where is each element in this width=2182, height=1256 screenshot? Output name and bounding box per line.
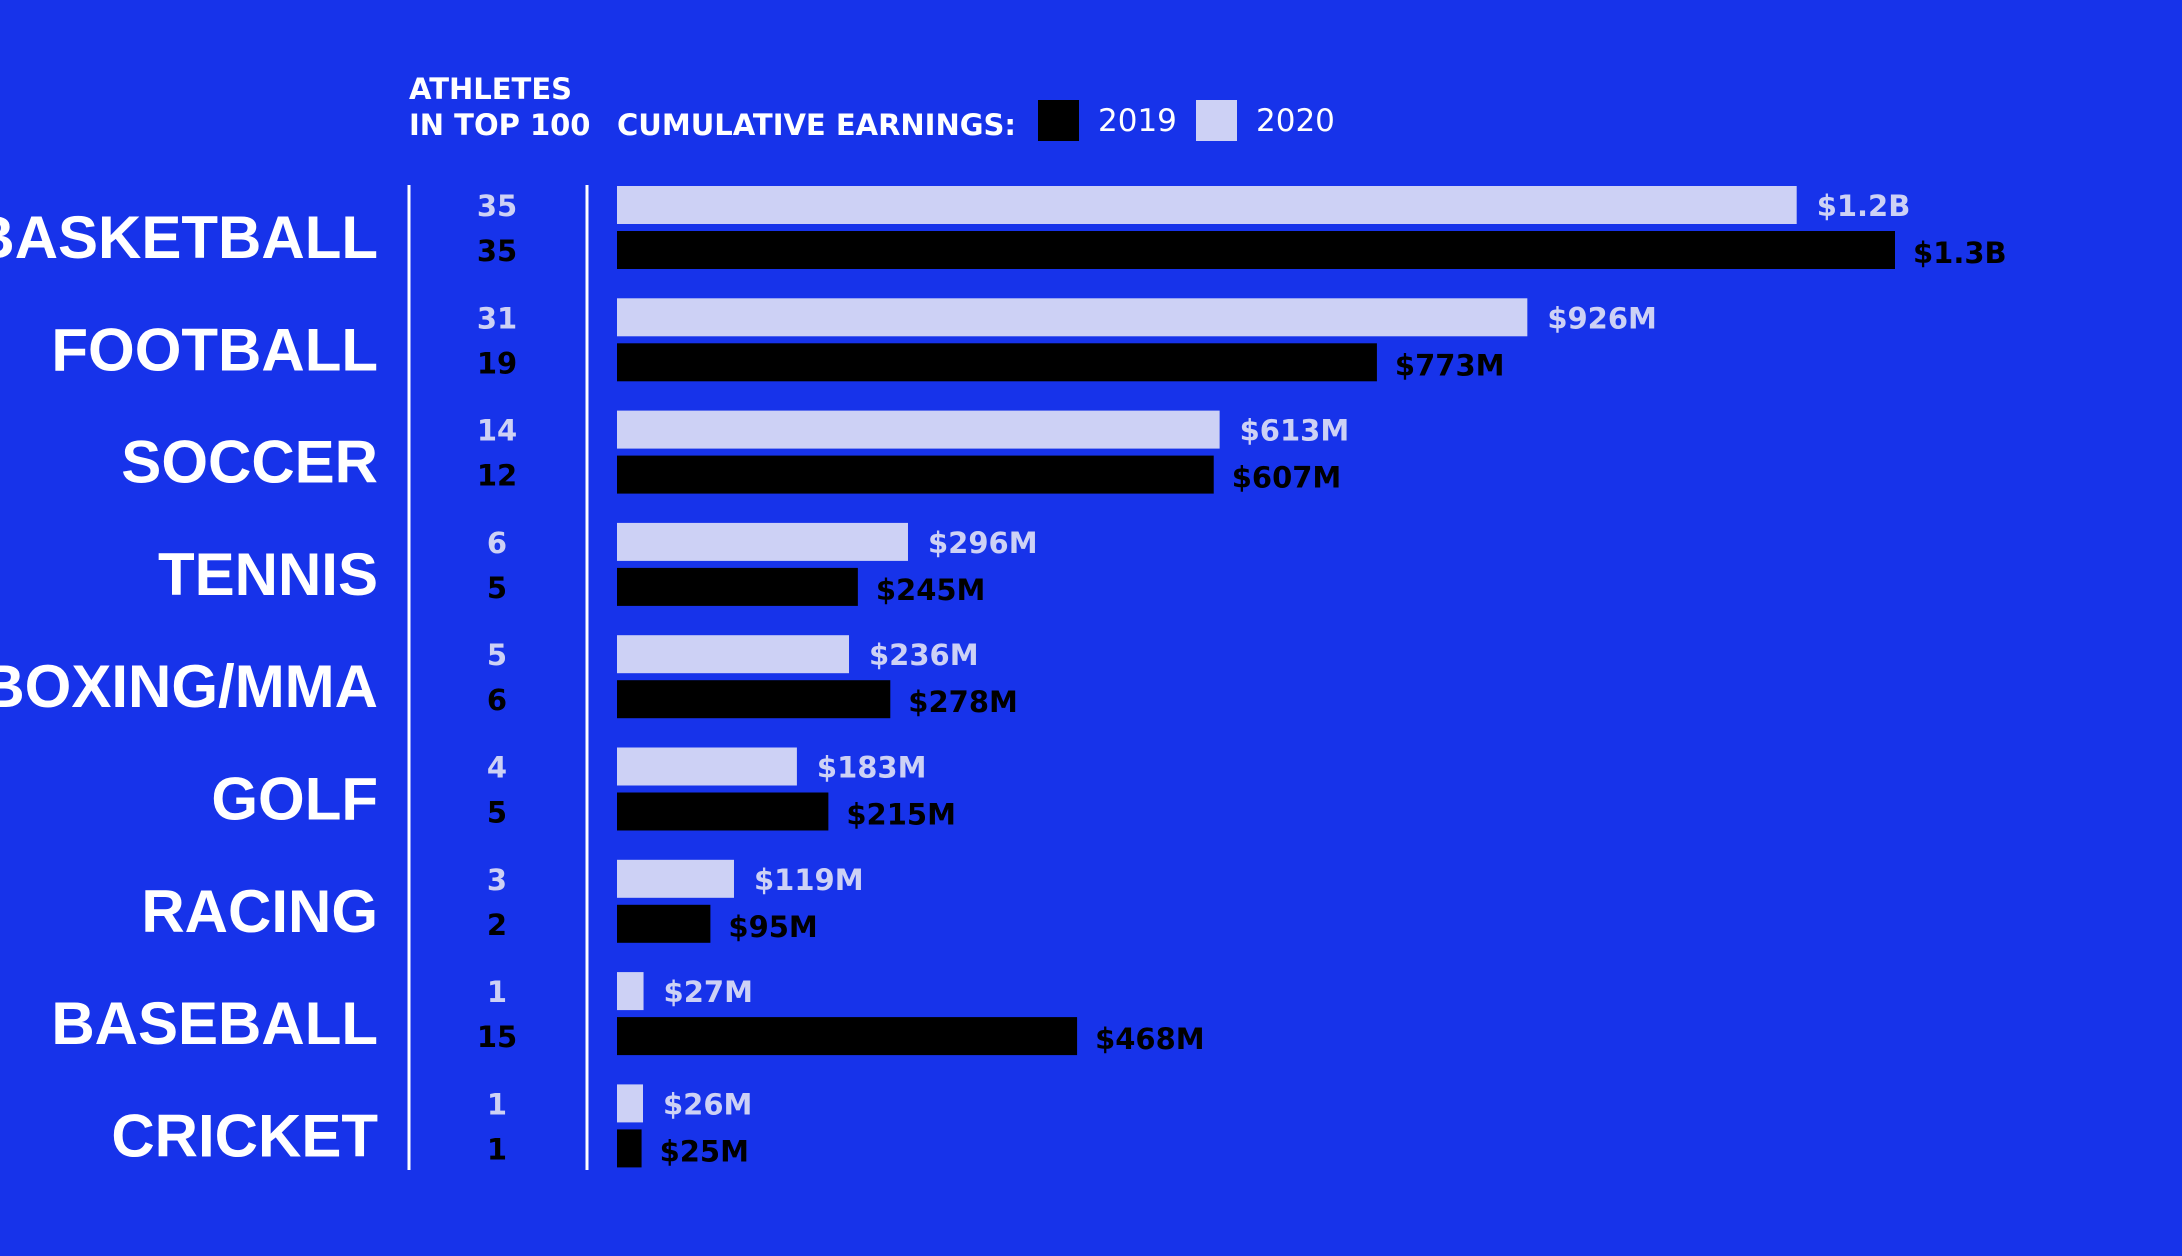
value-2019-soccer: $607M	[1232, 461, 1342, 495]
value-2019-cricket: $25M	[660, 1134, 749, 1168]
value-2019-basketball: $1.3B	[1913, 236, 2007, 270]
value-2020-baseball: $27M	[664, 975, 753, 1009]
bar-2019-cricket	[617, 1129, 642, 1168]
bar-2020-cricket	[617, 1084, 643, 1123]
legend-swatch-2020	[1196, 100, 1237, 141]
athletes-2020-basketball: 35	[477, 189, 517, 223]
bar-2020-football	[617, 298, 1528, 337]
athletes-2019-basketball: 35	[477, 234, 517, 268]
legend: 2019 2020	[1038, 100, 1335, 141]
value-2020-soccer: $613M	[1240, 414, 1350, 448]
athletes-2019-baseball: 15	[477, 1020, 517, 1054]
category-label-basketball: BASKETBALL	[0, 204, 378, 271]
value-2020-racing: $119M	[754, 863, 864, 897]
athletes-2020-racing: 3	[487, 863, 507, 897]
athletes-header-line2: IN TOP 100	[409, 108, 590, 142]
bar-2020-soccer	[617, 410, 1220, 449]
value-2019-golf: $215M	[846, 798, 956, 832]
value-2020-golf: $183M	[817, 751, 927, 785]
athletes-header-line1: ATHLETES	[409, 72, 572, 106]
athletes-2019-football: 19	[477, 346, 517, 380]
bar-2020-golf	[617, 747, 797, 786]
athletes-2020-cricket: 1	[487, 1087, 507, 1121]
athletes-2020-baseball: 1	[487, 975, 507, 1009]
bar-2019-boxing-mma	[617, 680, 891, 719]
bar-2020-tennis	[617, 522, 908, 561]
athletes-2019-cricket: 1	[487, 1132, 507, 1166]
athletes-2020-football: 31	[477, 301, 517, 335]
athletes-2019-soccer: 12	[477, 459, 517, 493]
athletes-2019-tennis: 5	[487, 571, 507, 605]
category-label-tennis: TENNIS	[158, 541, 378, 608]
athletes-2020-golf: 4	[487, 751, 507, 785]
athletes-2019-golf: 5	[487, 796, 507, 830]
category-label-golf: GOLF	[211, 766, 378, 833]
bar-2019-soccer	[617, 455, 1214, 494]
category-label-baseball: BASEBALL	[51, 990, 378, 1057]
category-label-boxing-mma: BOXING/MMA	[0, 653, 378, 720]
bar-2019-tennis	[617, 567, 858, 606]
value-2020-cricket: $26M	[663, 1087, 752, 1121]
category-label-cricket: CRICKET	[111, 1102, 378, 1169]
athletes-2019-boxing-mma: 6	[487, 683, 507, 717]
category-label-football: FOOTBALL	[51, 316, 378, 383]
bar-2020-basketball	[617, 186, 1797, 224]
value-2020-football: $926M	[1547, 301, 1657, 335]
legend-swatch-2019	[1038, 100, 1079, 141]
category-label-racing: RACING	[141, 878, 378, 945]
value-2020-tennis: $296M	[928, 526, 1038, 560]
value-2019-baseball: $468M	[1095, 1022, 1205, 1056]
legend-label-2020: 2020	[1256, 103, 1335, 139]
bar-2019-racing	[617, 904, 711, 943]
value-2019-racing: $95M	[728, 910, 817, 944]
category-label-soccer: SOCCER	[121, 429, 378, 496]
bar-2020-baseball	[617, 972, 644, 1011]
value-2019-tennis: $245M	[876, 573, 986, 607]
bar-2019-baseball	[617, 1017, 1078, 1056]
legend-label-2019: 2019	[1098, 103, 1177, 139]
bar-2019-basketball	[617, 231, 1895, 269]
bar-2019-football	[617, 343, 1377, 382]
athletes-2020-boxing-mma: 5	[487, 638, 507, 672]
value-2020-boxing-mma: $236M	[869, 638, 979, 672]
bar-2020-boxing-mma	[617, 635, 850, 674]
value-2020-basketball: $1.2B	[1817, 189, 1911, 223]
earnings-header: CUMULATIVE EARNINGS:	[617, 108, 1016, 142]
athletes-2020-tennis: 6	[487, 526, 507, 560]
value-2019-football: $773M	[1395, 348, 1505, 382]
bar-2020-racing	[617, 859, 734, 898]
value-2019-boxing-mma: $278M	[908, 685, 1018, 719]
athletes-2019-racing: 2	[487, 908, 507, 942]
bar-2019-golf	[617, 792, 829, 831]
athletes-2020-soccer: 14	[477, 414, 517, 448]
